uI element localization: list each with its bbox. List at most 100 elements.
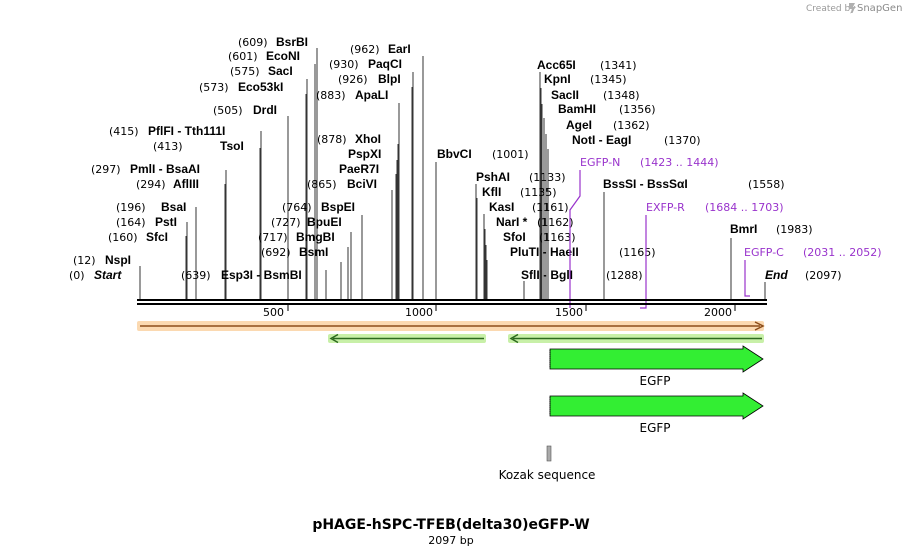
site-bamhi[interactable]: (1356) BamHI — [558, 102, 656, 116]
site-leader-lines — [139, 48, 766, 299]
site-position: (297) — [91, 163, 121, 176]
site-name: BbvCI — [437, 147, 472, 161]
site-name: KflI — [482, 185, 501, 199]
site-kfli[interactable]: (1135) KflI — [482, 185, 557, 199]
site-paqci[interactable]: (930) PaqCI — [329, 57, 402, 71]
site-name: BsmI — [299, 245, 328, 259]
site-position: (764) — [282, 201, 312, 214]
site-name: PstI — [155, 215, 177, 229]
credit-prefix: Created by — [806, 4, 856, 14]
site-name: BlpI — [378, 72, 401, 86]
site-pflfi-tth111i[interactable]: (415) PflFI - Tth111I — [109, 124, 225, 138]
ruler-label-2000: 2000 — [704, 306, 732, 319]
site-position: (1558) — [748, 178, 785, 191]
site-position: (1161) — [532, 201, 569, 214]
restriction-site-labels: (12) NspI (0) Start (160) SfcI(164) PstI (196) B… — [69, 35, 842, 282]
site-nspi[interactable]: (12) NspI — [73, 253, 131, 267]
site-pmli-bsaai[interactable]: (297) PmlI - BsaAI — [91, 162, 200, 176]
site-pshai[interactable]: (1133) PshAI — [476, 170, 566, 184]
site-sfoi[interactable]: (1163) SfoI — [503, 230, 576, 244]
site-eari[interactable]: (962) EarI — [350, 42, 411, 56]
site-position: (1001) — [492, 148, 529, 161]
site-bbvci[interactable]: (1001) BbvCI — [437, 147, 529, 161]
site-bsrbi[interactable]: (609) BsrBI — [238, 35, 308, 49]
site-name: PaqCI — [368, 57, 402, 71]
site-nari[interactable]: (1162) NarI * — [496, 215, 574, 229]
site-kpni[interactable]: (1345) KpnI — [544, 72, 627, 86]
ruler-label-500: 500 — [263, 306, 284, 319]
site-position: (609) — [238, 36, 268, 49]
site-name: TsoI — [220, 139, 244, 153]
site-name: End — [765, 268, 788, 282]
site-afliii[interactable]: (294) AflIII — [136, 177, 199, 191]
site-position: (962) — [350, 43, 380, 56]
site-xhoi[interactable]: (878) XhoI — [317, 132, 381, 146]
site-position: (601) — [228, 50, 258, 63]
site-drdi[interactable]: (505) DrdI — [213, 103, 277, 117]
site-bsssi-bsss-i[interactable]: (1558) BssSI - BssSαI — [603, 177, 785, 191]
feature-egfp-1-label: EGFP — [639, 374, 670, 388]
site-econi[interactable]: (601) EcoNI — [228, 49, 300, 63]
site-name: BspEI — [321, 200, 355, 214]
site-paer7i[interactable]: PaeR7I — [339, 162, 379, 176]
site-name: ApaLI — [355, 88, 388, 102]
site-saci[interactable]: (575) SacI — [230, 64, 293, 78]
site-name: PmlI - BsaAI — [130, 162, 200, 176]
site-tsoi[interactable]: (413) TsoI — [153, 139, 244, 153]
feature-egfp-1[interactable] — [549, 345, 764, 373]
plasmid-length: 2097 bp — [428, 534, 473, 547]
site-position: (1983) — [776, 223, 813, 236]
site-end[interactable]: (2097) End — [765, 268, 842, 282]
site-bpuei[interactable]: (727) BpuEI — [271, 215, 342, 229]
site-sfci[interactable]: (160) SfcI — [108, 230, 168, 244]
site-bsmi[interactable]: (692) BsmI — [261, 245, 328, 259]
site-eco53ki[interactable]: (573) Eco53kI — [199, 80, 283, 94]
site-position: (1162) — [537, 216, 574, 229]
feature-kozak[interactable] — [546, 445, 552, 462]
site-name: PaeR7I — [339, 162, 379, 176]
site-agei[interactable]: (1362) AgeI — [566, 118, 650, 132]
site-position: (294) — [136, 178, 166, 191]
bp-ruler: 500 1000 1500 2000 — [263, 305, 736, 319]
site-name: BssSI - BssSαI — [603, 177, 688, 191]
site-apali[interactable]: (883) ApaLI — [316, 88, 388, 102]
site-position: (413) — [153, 140, 183, 153]
site-name: SacII — [551, 88, 579, 102]
site-name: XhoI — [355, 132, 381, 146]
primer-markers — [569, 170, 750, 309]
feature-kozak-label: Kozak sequence — [499, 468, 596, 482]
site-name: BmrI — [730, 222, 757, 236]
site-kasi[interactable]: (1161) KasI — [489, 200, 569, 214]
site-bspei[interactable]: (764) BspEI — [282, 200, 355, 214]
site-esp3i-bsmbi[interactable]: (639) Esp3I - BsmBI — [181, 268, 302, 282]
site-blpi[interactable]: (926) BlpI — [338, 72, 401, 86]
site-name: BciVI — [347, 177, 377, 191]
site-name: Esp3I - BsmBI — [221, 268, 302, 282]
site-position: (926) — [338, 73, 368, 86]
site-bcivi[interactable]: (865) BciVI — [307, 177, 377, 191]
site-psti[interactable]: (164) PstI — [116, 215, 177, 229]
site-pspxi[interactable]: PspXI — [348, 147, 381, 161]
site-bmri[interactable]: (1983) BmrI — [730, 222, 813, 236]
site-sfli-bgli[interactable]: (1288) SflI - BglI — [521, 268, 643, 282]
feature-egfp-2[interactable] — [549, 392, 764, 420]
site-noti-eagi[interactable]: (1370) NotI - EagI — [572, 133, 701, 147]
site-name: BmgBI — [296, 230, 335, 244]
site-name: KasI — [489, 200, 514, 214]
site-position: (883) — [316, 89, 346, 102]
site-position: (2097) — [805, 269, 842, 282]
site-name: DrdI — [253, 103, 277, 117]
site-name: BpuEI — [307, 215, 342, 229]
site-acc65i[interactable]: (1341) Acc65I — [537, 58, 637, 72]
site-position: (1370) — [664, 134, 701, 147]
site-bmgbi[interactable]: (717) BmgBI — [258, 230, 335, 244]
site-position: (575) — [230, 65, 260, 78]
site-sacii[interactable]: (1348) SacII — [551, 88, 640, 102]
site-position: (1133) — [529, 171, 566, 184]
site-pluti-haeii[interactable]: (1165) PluTI - HaeII — [510, 245, 656, 259]
site-bsai[interactable]: (196) BsaI — [116, 200, 186, 214]
site-position: (1135) — [520, 186, 557, 199]
site-start[interactable]: (0) Start — [69, 268, 122, 282]
site-name: BsrBI — [276, 35, 308, 49]
